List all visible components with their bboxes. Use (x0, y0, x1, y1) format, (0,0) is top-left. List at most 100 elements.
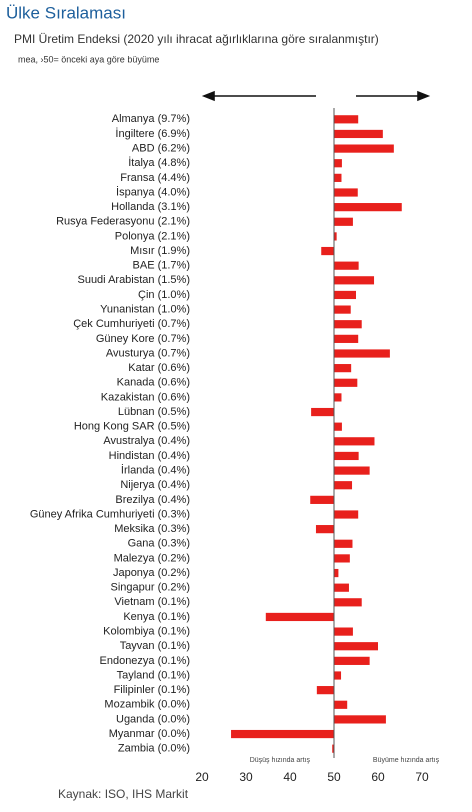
bar (265, 612, 334, 622)
y-tick-label: Kolombiya (0.1%) (103, 625, 190, 637)
x-tick-label: 60 (371, 770, 385, 784)
bar (334, 510, 359, 519)
bar (334, 334, 359, 343)
bar (334, 217, 353, 226)
bar (334, 320, 362, 329)
bar (334, 261, 359, 270)
y-tick-label: Myanmar (0.0%) (109, 728, 190, 740)
bar (316, 686, 334, 695)
annotation: Büyüme hızında artış (373, 757, 440, 764)
bar (334, 568, 339, 578)
bar (334, 290, 356, 300)
y-tick-label: Kazakistan (0.6%) (101, 391, 190, 403)
bar (334, 159, 342, 168)
y-tick-label: Fransa (4.4%) (120, 172, 190, 184)
y-tick-label: Mısır (1.9%) (130, 245, 190, 257)
y-tick-label: ABD (6.2%) (132, 142, 190, 154)
x-tick-label: 50 (327, 770, 341, 784)
x-tick-label: 20 (195, 770, 209, 784)
y-tick-label: Mozambik (0.0%) (104, 699, 190, 711)
y-tick-label: Japonya (0.2%) (113, 567, 190, 579)
y-tick-label: BAE (1.7%) (133, 260, 190, 272)
y-tick-label: İrlanda (0.4%) (121, 463, 190, 476)
y-tick-label: İspanya (4.0%) (116, 185, 190, 198)
bar (334, 378, 358, 387)
y-tick-label: Hong Kong SAR (0.5%) (74, 421, 190, 433)
y-tick-label: Uganda (0.0%) (116, 713, 190, 725)
direction-arrows (201, 90, 431, 102)
y-tick-label: Filipinler (0.1%) (114, 684, 190, 696)
bar (334, 466, 370, 475)
y-tick-label: Katar (0.6%) (128, 362, 190, 374)
bar (334, 583, 349, 592)
bar (334, 656, 370, 665)
y-tick-label: Kenya (0.1%) (123, 611, 190, 623)
bar (334, 364, 352, 373)
chart-note: mea, ›50= önceki aya göre büyüme (18, 54, 159, 64)
bar (321, 246, 334, 256)
y-tick-label: Almanya (9.7%) (112, 113, 190, 125)
y-tick-label: Hindistan (0.4%) (109, 450, 190, 462)
bar (334, 671, 342, 680)
annotation: Düşüş hızında artış (250, 757, 311, 764)
bar (334, 144, 394, 153)
y-tick-label: Lübnan (0.5%) (118, 406, 190, 418)
bar (334, 305, 351, 314)
bar (334, 700, 348, 709)
y-tick-label: Zambia (0.0%) (118, 743, 190, 755)
x-tick-label: 40 (283, 770, 297, 784)
y-tick-label: Meksika (0.3%) (114, 523, 190, 535)
bar (334, 188, 358, 197)
y-tick-label: Suudi Arabistan (1.5%) (77, 274, 190, 286)
bar (334, 393, 342, 402)
bar (334, 627, 353, 636)
bar (311, 407, 334, 417)
bar (334, 173, 342, 182)
y-tick-label: Singapur (0.2%) (111, 582, 191, 594)
bar (332, 744, 334, 753)
y-tick-label: Güney Afrika Cumhuriyeti (0.3%) (30, 508, 190, 520)
bar (334, 451, 359, 461)
y-tick-label: Çin (1.0%) (138, 289, 190, 301)
bar (334, 232, 337, 241)
y-tick-label: Güney Kore (0.7%) (96, 333, 190, 345)
y-tick-label: Nijerya (0.4%) (120, 479, 190, 491)
source: Kaynak: ISO, IHS Markit (58, 787, 189, 801)
bar (334, 437, 375, 446)
bar (334, 129, 383, 139)
x-tick-label: 30 (239, 770, 253, 784)
bar (334, 349, 390, 358)
bar (334, 481, 353, 490)
y-tick-label: Endonezya (0.1%) (100, 655, 191, 667)
bar (231, 729, 334, 739)
y-tick-label: Hollanda (3.1%) (111, 201, 190, 213)
y-tick-label: Kanada (0.6%) (117, 377, 190, 389)
y-tick-label: Brezilya (0.4%) (115, 494, 190, 506)
chart-subtitle: PMI Üretim Endeksi (2020 yılı ihracat ağ… (14, 32, 379, 46)
y-tick-label: Vietnam (0.1%) (114, 596, 190, 608)
y-tick-label: Çek Cumhuriyeti (0.7%) (73, 318, 190, 330)
bar (334, 554, 350, 563)
bar (334, 422, 342, 431)
y-tick-label: İtalya (4.8%) (128, 156, 190, 169)
y-tick-label: Gana (0.3%) (128, 538, 190, 550)
y-tick-label: Yunanistan (1.0%) (100, 303, 190, 315)
bar (310, 495, 334, 504)
bar (315, 525, 334, 534)
y-tick-label: Malezya (0.2%) (114, 552, 190, 564)
y-tick-label: Tayvan (0.1%) (120, 640, 190, 652)
y-tick-label: Avusturya (0.7%) (106, 347, 190, 359)
chart-title: Ülke Sıralaması (6, 3, 126, 22)
bar (334, 203, 402, 212)
y-tick-label: İngiltere (6.9%) (115, 127, 190, 140)
bar (334, 115, 359, 124)
bar (334, 276, 375, 285)
y-tick-label: Tayland (0.1%) (117, 669, 190, 681)
y-tick-label: Avustralya (0.4%) (103, 435, 190, 447)
bar (334, 715, 386, 724)
y-tick-label: Polonya (2.1%) (115, 230, 190, 242)
bar (334, 642, 378, 651)
x-tick-label: 70 (415, 770, 429, 784)
bar (334, 539, 353, 548)
